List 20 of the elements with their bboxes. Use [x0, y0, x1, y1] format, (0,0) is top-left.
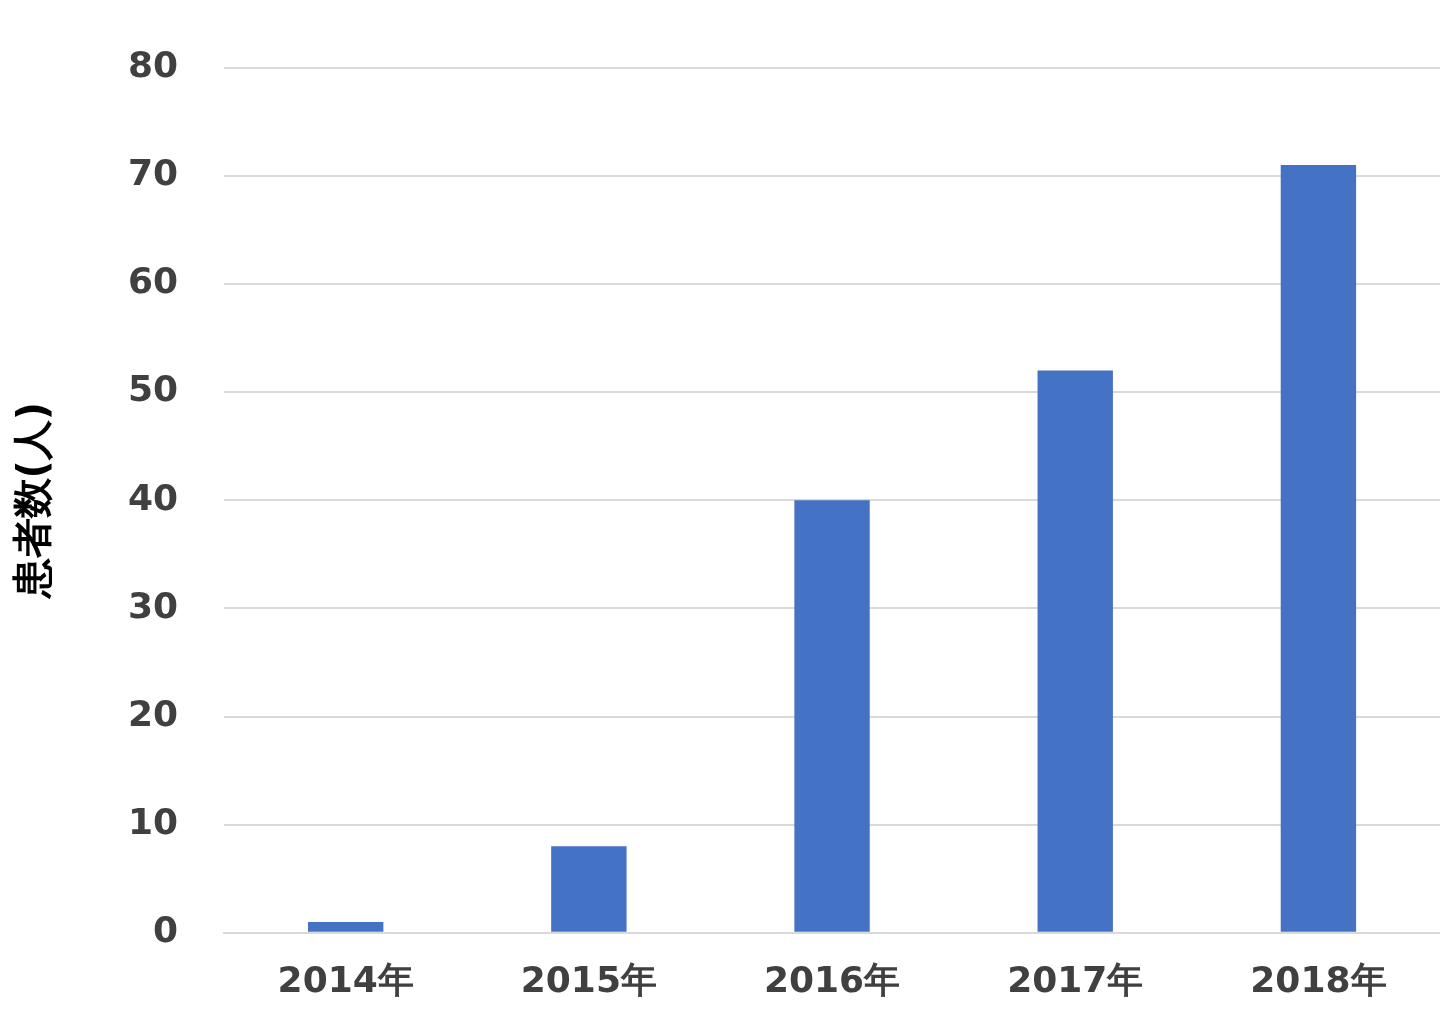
bar: [1037, 370, 1113, 932]
y-tick-label: 10: [127, 801, 179, 843]
y-tick-label: 20: [127, 692, 179, 734]
x-tick-label: 2017年: [1007, 958, 1144, 1000]
x-tick-label: 2016年: [763, 958, 901, 1000]
x-tick-label: 2018年: [1250, 958, 1387, 1000]
y-tick-label: 40: [127, 476, 179, 518]
y-tick-label: 80: [127, 43, 179, 85]
y-tick-label: 70: [127, 152, 179, 194]
x-tick-label: 2015年: [520, 958, 657, 1000]
y-tick-label: 60: [127, 260, 179, 302]
x-tick-label: 2014年: [277, 958, 414, 1000]
bar: [794, 500, 870, 932]
bar: [1280, 164, 1357, 932]
y-tick-label: 0: [153, 909, 179, 951]
bar: [551, 846, 627, 932]
y-tick-label: 30: [127, 584, 179, 626]
y-tick-label: 50: [127, 368, 179, 410]
y-axis-title: 患者数(人): [9, 401, 56, 601]
bar: [308, 921, 384, 932]
